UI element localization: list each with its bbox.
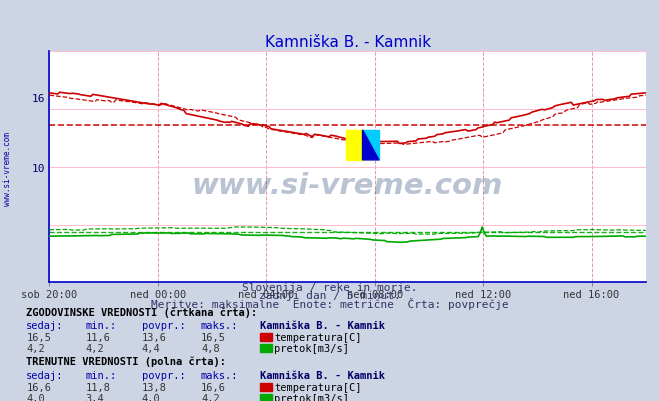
Text: pretok[m3/s]: pretok[m3/s] <box>274 343 349 353</box>
Text: Kamniška B. - Kamnik: Kamniška B. - Kamnik <box>260 370 386 380</box>
Polygon shape <box>362 131 379 160</box>
Text: 16,6: 16,6 <box>26 382 51 392</box>
Text: 4,0: 4,0 <box>142 393 160 401</box>
Text: 11,8: 11,8 <box>86 382 111 392</box>
Text: Kamniška B. - Kamnik: Kamniška B. - Kamnik <box>260 320 386 330</box>
Text: 4,8: 4,8 <box>201 343 219 353</box>
Text: zadnji dan / 5 minut.: zadnji dan / 5 minut. <box>258 291 401 301</box>
Text: TRENUTNE VREDNOSTI (polna črta):: TRENUTNE VREDNOSTI (polna črta): <box>26 356 226 367</box>
Text: www.si-vreme.com: www.si-vreme.com <box>3 132 13 205</box>
Text: sedaj:: sedaj: <box>26 370 64 380</box>
Title: Kamniška B. - Kamnik: Kamniška B. - Kamnik <box>264 34 431 50</box>
Text: Meritve: maksimalne  Enote: metrične  Črta: povprečje: Meritve: maksimalne Enote: metrične Črta… <box>151 297 508 309</box>
Text: 16,5: 16,5 <box>201 332 226 342</box>
Text: 13,6: 13,6 <box>142 332 167 342</box>
Text: www.si-vreme.com: www.si-vreme.com <box>192 172 503 200</box>
Text: Slovenija / reke in morje.: Slovenija / reke in morje. <box>242 283 417 293</box>
Text: 4,2: 4,2 <box>26 343 45 353</box>
Text: maks.:: maks.: <box>201 320 239 330</box>
Text: 13,8: 13,8 <box>142 382 167 392</box>
Text: temperatura[C]: temperatura[C] <box>274 382 362 392</box>
Text: povpr.:: povpr.: <box>142 370 185 380</box>
Text: povpr.:: povpr.: <box>142 320 185 330</box>
Text: 4,2: 4,2 <box>201 393 219 401</box>
Bar <box>346 131 362 160</box>
Text: pretok[m3/s]: pretok[m3/s] <box>274 393 349 401</box>
Text: sedaj:: sedaj: <box>26 320 64 330</box>
Text: 11,6: 11,6 <box>86 332 111 342</box>
Text: 4,0: 4,0 <box>26 393 45 401</box>
Text: min.:: min.: <box>86 320 117 330</box>
Polygon shape <box>362 131 379 160</box>
Text: maks.:: maks.: <box>201 370 239 380</box>
Text: 4,4: 4,4 <box>142 343 160 353</box>
Text: min.:: min.: <box>86 370 117 380</box>
Text: 4,2: 4,2 <box>86 343 104 353</box>
Text: 3,4: 3,4 <box>86 393 104 401</box>
Text: ZGODOVINSKE VREDNOSTI (črtkana črta):: ZGODOVINSKE VREDNOSTI (črtkana črta): <box>26 306 258 317</box>
Text: 16,5: 16,5 <box>26 332 51 342</box>
Text: 16,6: 16,6 <box>201 382 226 392</box>
Text: temperatura[C]: temperatura[C] <box>274 332 362 342</box>
